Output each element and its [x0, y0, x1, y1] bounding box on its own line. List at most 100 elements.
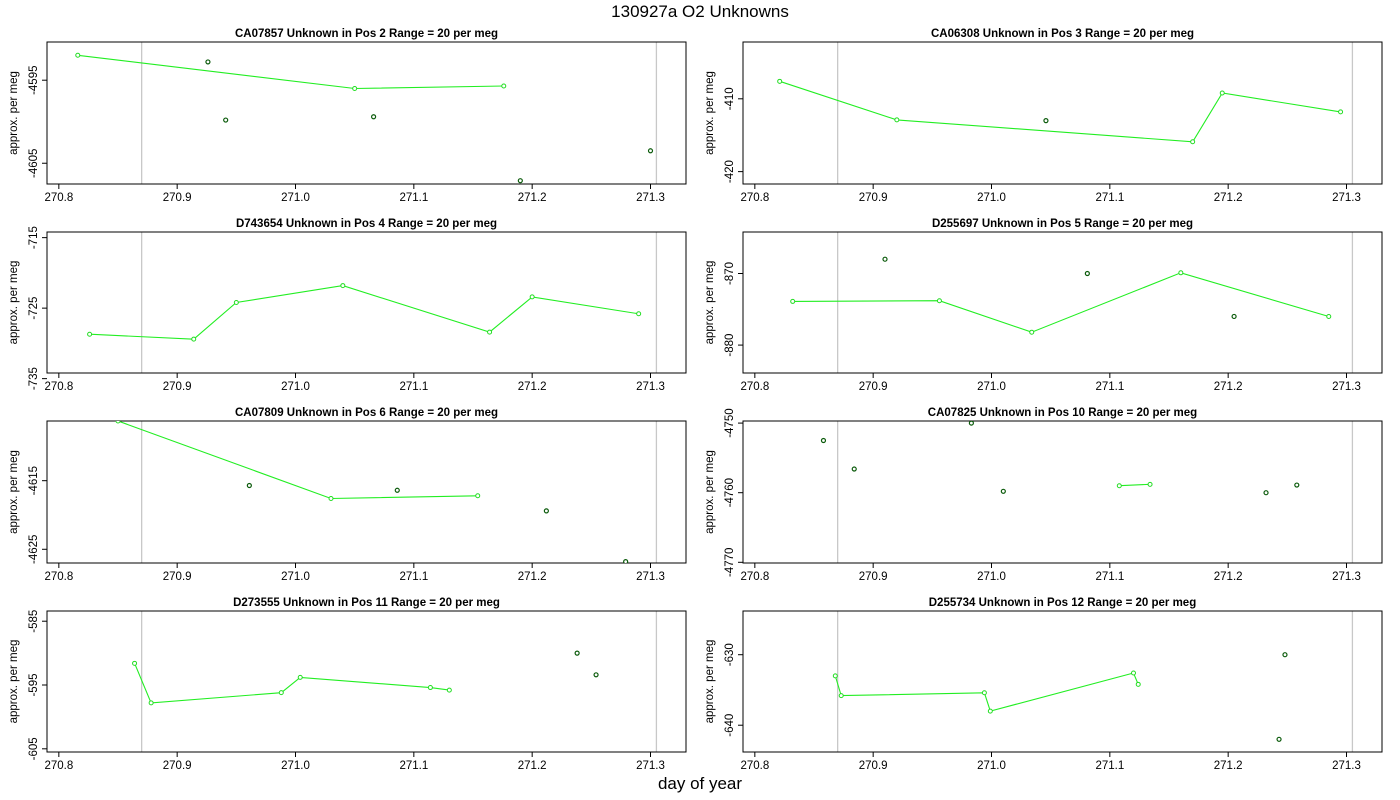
y-tick-label: -4605: [28, 149, 40, 178]
y-tick-label: -595: [28, 673, 40, 696]
panel-3: D743654 Unknown in Pos 4 Range = 20 per …: [8, 218, 687, 393]
y-tick-label: -410: [724, 87, 736, 110]
panel-title: CA07825 Unknown in Pos 10 Range = 20 per…: [928, 407, 1197, 419]
line-point: [475, 493, 481, 499]
x-tick-label: 271.0: [977, 192, 1006, 204]
y-tick-label: -585: [28, 610, 40, 633]
data-point: [1043, 118, 1049, 124]
line-point: [75, 52, 81, 58]
x-tick-label: 270.8: [44, 381, 73, 393]
x-tick-label: 271.1: [1095, 571, 1124, 583]
x-tick-label: 270.8: [44, 571, 73, 583]
y-tick-label: -735: [28, 367, 40, 390]
x-tick-label: 271.2: [1214, 571, 1243, 583]
x-tick-label: 271.2: [1214, 760, 1243, 772]
x-tick-label: 271.0: [281, 760, 310, 772]
x-tick-label: 271.1: [399, 760, 428, 772]
x-tick-label: 271.3: [636, 381, 665, 393]
line-point: [1131, 670, 1136, 676]
y-tick-label: -630: [724, 643, 736, 666]
x-tick-label: 271.2: [518, 760, 547, 772]
x-tick-label: 271.3: [636, 571, 665, 583]
panel-6: CA07825 Unknown in Pos 10 Range = 20 per…: [704, 407, 1383, 583]
y-axis-title: approx. per meg: [704, 261, 716, 345]
x-tick-label: 271.3: [1332, 381, 1361, 393]
x-tick-label: 271.2: [518, 381, 547, 393]
panel-8: D255734 Unknown in Pos 12 Range = 20 per…: [704, 597, 1383, 772]
x-tick-label: 271.3: [636, 760, 665, 772]
data-point: [882, 256, 888, 262]
data-point: [1263, 490, 1269, 496]
x-tick-label: 270.8: [740, 571, 769, 583]
line-point: [1029, 329, 1035, 335]
x-tick-label: 270.9: [163, 760, 192, 772]
plot-frame: [742, 610, 1383, 753]
line-point: [987, 708, 993, 714]
series-data: [820, 421, 1300, 496]
x-tick-label: 270.9: [859, 760, 888, 772]
x-tick-label: 270.8: [44, 760, 73, 772]
y-tick-label: -870: [724, 262, 736, 285]
x-tick-label: 271.1: [399, 192, 428, 204]
plot-frame: [46, 610, 687, 753]
series-data: [832, 652, 1288, 742]
panel-4: D255697 Unknown in Pos 5 Range = 20 per …: [704, 218, 1383, 393]
y-tick-label: -715: [28, 226, 40, 249]
series-line: [117, 421, 478, 500]
series-line: [779, 80, 1341, 143]
x-tick-label: 270.8: [740, 760, 769, 772]
line-point: [1178, 270, 1184, 276]
line-point: [790, 298, 796, 304]
panel-title: D743654 Unknown in Pos 4 Range = 20 per …: [236, 218, 497, 230]
line-point: [233, 300, 239, 305]
line-point: [446, 687, 452, 693]
x-tick-label: 270.9: [163, 571, 192, 583]
series-line: [89, 285, 639, 340]
data-point: [205, 59, 211, 65]
line-point: [148, 700, 154, 706]
x-tick-label: 271.2: [518, 192, 547, 204]
line-point: [1147, 481, 1153, 487]
line-point: [777, 78, 783, 84]
line-point: [936, 298, 942, 304]
line-point: [487, 329, 493, 335]
data-point: [517, 178, 523, 184]
x-tick-label: 270.9: [163, 192, 192, 204]
panel-2: CA06308 Unknown in Pos 3 Range = 20 per …: [704, 28, 1383, 204]
y-tick-label: -4760: [724, 478, 736, 507]
x-tick-label: 270.9: [163, 381, 192, 393]
data-point: [647, 148, 654, 154]
series-data: [115, 421, 629, 563]
x-tick-label: 271.0: [281, 571, 310, 583]
plot-frame: [742, 420, 1383, 564]
data-point: [623, 559, 629, 563]
x-tick-label: 271.1: [399, 381, 428, 393]
data-point: [1000, 488, 1006, 494]
y-tick-label: -4625: [28, 535, 40, 564]
line-point: [1219, 90, 1225, 96]
series-data: [75, 52, 654, 184]
data-point: [1276, 736, 1282, 742]
x-axis-title: day of year: [657, 774, 743, 793]
x-tick-label: 271.3: [1332, 571, 1361, 583]
x-tick-label: 271.2: [518, 571, 547, 583]
x-tick-label: 271.1: [399, 571, 428, 583]
data-point: [246, 482, 252, 489]
x-tick-label: 271.1: [1095, 381, 1124, 393]
line-point: [832, 673, 838, 679]
data-point: [223, 117, 229, 123]
data-point: [968, 421, 974, 426]
data-point: [371, 114, 377, 120]
y-axis-title: approx. per meg: [704, 71, 716, 155]
line-point: [894, 117, 900, 123]
line-point: [87, 331, 93, 337]
y-axis-title: approx. per meg: [8, 71, 20, 155]
x-tick-label: 270.8: [44, 192, 73, 204]
line-point: [838, 693, 844, 699]
data-point: [394, 487, 400, 493]
data-point: [1231, 313, 1237, 320]
x-tick-label: 271.1: [1095, 192, 1124, 204]
panel-title: D273555 Unknown in Pos 11 Range = 20 per…: [233, 597, 500, 609]
line-point: [115, 421, 121, 424]
